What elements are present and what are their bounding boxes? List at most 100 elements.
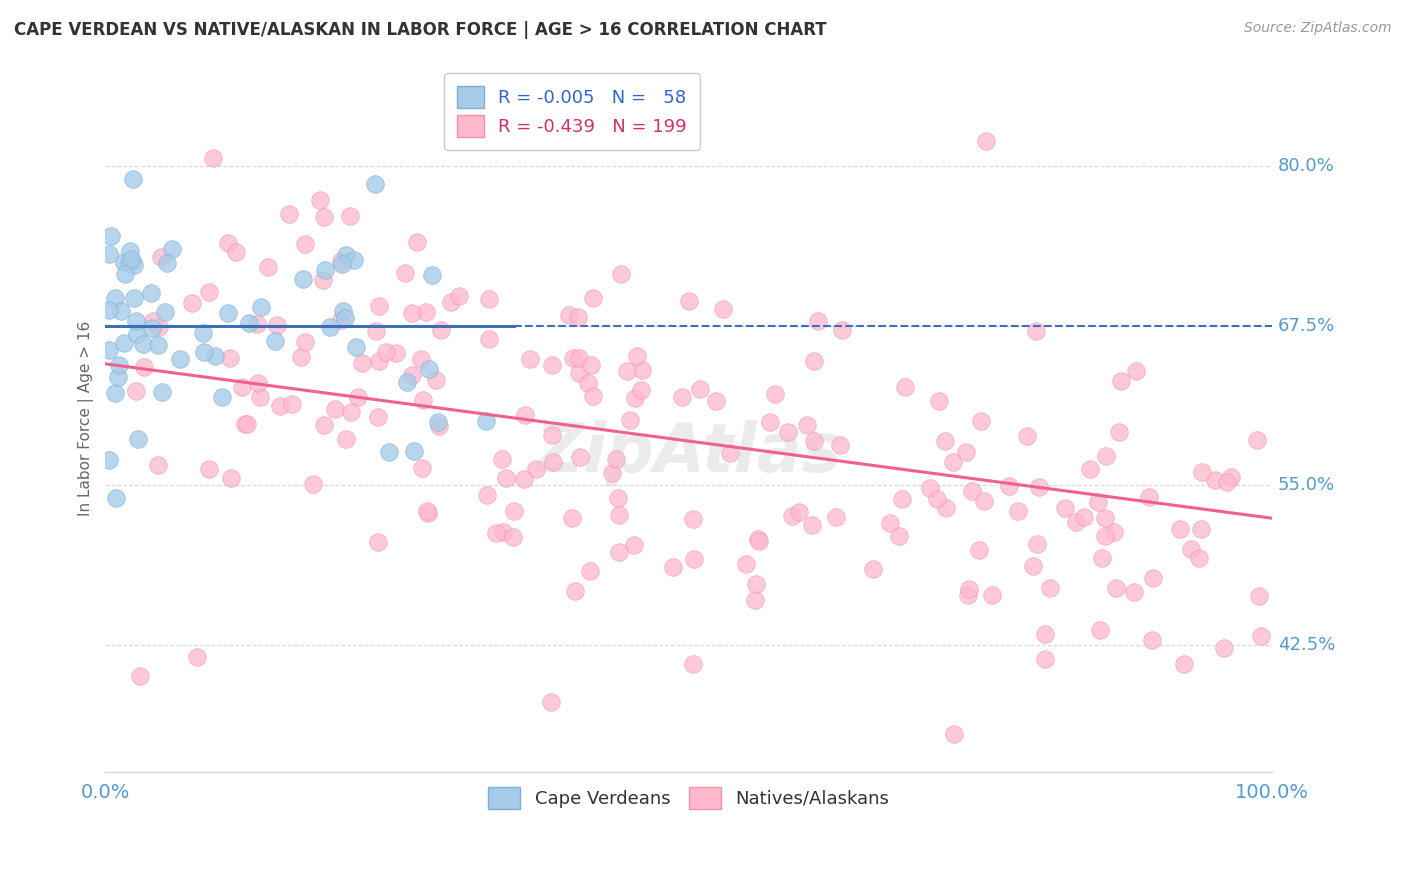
Point bbox=[146, 338, 169, 352]
Point bbox=[156, 256, 179, 270]
Point bbox=[405, 235, 427, 249]
Point bbox=[211, 390, 233, 404]
Point bbox=[266, 318, 288, 332]
Point bbox=[630, 363, 652, 377]
Point bbox=[97, 247, 120, 261]
Point bbox=[1102, 524, 1125, 539]
Point bbox=[492, 524, 515, 539]
Point bbox=[623, 538, 645, 552]
Point bbox=[1094, 529, 1116, 543]
Point bbox=[312, 418, 335, 433]
Point bbox=[925, 491, 948, 506]
Point bbox=[1108, 425, 1130, 439]
Point bbox=[108, 359, 131, 373]
Point bbox=[1191, 465, 1213, 479]
Point bbox=[830, 438, 852, 452]
Point bbox=[610, 267, 633, 281]
Point bbox=[346, 390, 368, 404]
Point bbox=[778, 425, 800, 439]
Point bbox=[973, 493, 995, 508]
Point bbox=[607, 508, 630, 523]
Point bbox=[112, 335, 135, 350]
Point bbox=[711, 301, 734, 316]
Point bbox=[1204, 473, 1226, 487]
Point bbox=[148, 458, 170, 473]
Point bbox=[748, 533, 770, 548]
Point bbox=[385, 346, 408, 360]
Point bbox=[607, 491, 630, 506]
Point bbox=[319, 320, 342, 334]
Point bbox=[942, 727, 965, 741]
Point bbox=[1095, 449, 1118, 463]
Point bbox=[246, 317, 269, 331]
Point bbox=[524, 462, 547, 476]
Point bbox=[114, 267, 136, 281]
Point bbox=[564, 583, 586, 598]
Point bbox=[582, 291, 605, 305]
Point bbox=[418, 362, 440, 376]
Point bbox=[619, 412, 641, 426]
Point bbox=[122, 258, 145, 272]
Point bbox=[558, 308, 581, 322]
Point bbox=[1137, 490, 1160, 504]
Point bbox=[475, 414, 498, 428]
Point bbox=[803, 434, 825, 448]
Point bbox=[1122, 584, 1144, 599]
Point bbox=[150, 385, 173, 400]
Point bbox=[97, 343, 120, 357]
Point bbox=[1105, 581, 1128, 595]
Point bbox=[97, 452, 120, 467]
Point bbox=[447, 289, 470, 303]
Point bbox=[879, 516, 901, 530]
Point bbox=[160, 242, 183, 256]
Point bbox=[800, 518, 823, 533]
Point bbox=[894, 379, 917, 393]
Point bbox=[332, 303, 354, 318]
Point bbox=[889, 529, 911, 543]
Point bbox=[343, 253, 366, 268]
Point bbox=[124, 314, 146, 328]
Point bbox=[415, 305, 437, 319]
Point bbox=[787, 505, 810, 519]
Point bbox=[519, 352, 541, 367]
Point bbox=[862, 562, 884, 576]
Point bbox=[540, 358, 562, 372]
Point bbox=[181, 295, 204, 310]
Point bbox=[477, 488, 499, 502]
Point bbox=[332, 257, 354, 271]
Point bbox=[118, 244, 141, 258]
Point bbox=[193, 345, 215, 359]
Point bbox=[378, 444, 401, 458]
Point bbox=[100, 229, 122, 244]
Point bbox=[411, 461, 433, 475]
Point bbox=[682, 552, 704, 566]
Point bbox=[1173, 657, 1195, 672]
Point bbox=[744, 593, 766, 607]
Point bbox=[134, 360, 156, 375]
Point bbox=[718, 446, 741, 460]
Point bbox=[231, 380, 253, 394]
Point bbox=[352, 356, 374, 370]
Point bbox=[139, 285, 162, 300]
Point bbox=[569, 450, 592, 464]
Point bbox=[1088, 623, 1111, 637]
Point bbox=[582, 389, 605, 403]
Point bbox=[682, 657, 704, 671]
Point bbox=[367, 409, 389, 424]
Point bbox=[1247, 590, 1270, 604]
Point bbox=[125, 327, 148, 342]
Point bbox=[807, 314, 830, 328]
Point bbox=[502, 504, 524, 518]
Point bbox=[118, 256, 141, 270]
Point bbox=[150, 251, 173, 265]
Point bbox=[630, 383, 652, 397]
Point bbox=[418, 506, 440, 520]
Point bbox=[1028, 480, 1050, 494]
Point bbox=[312, 210, 335, 224]
Point bbox=[540, 695, 562, 709]
Point bbox=[803, 353, 825, 368]
Point bbox=[257, 260, 280, 274]
Point bbox=[934, 434, 956, 448]
Point bbox=[225, 244, 247, 259]
Point bbox=[1087, 495, 1109, 509]
